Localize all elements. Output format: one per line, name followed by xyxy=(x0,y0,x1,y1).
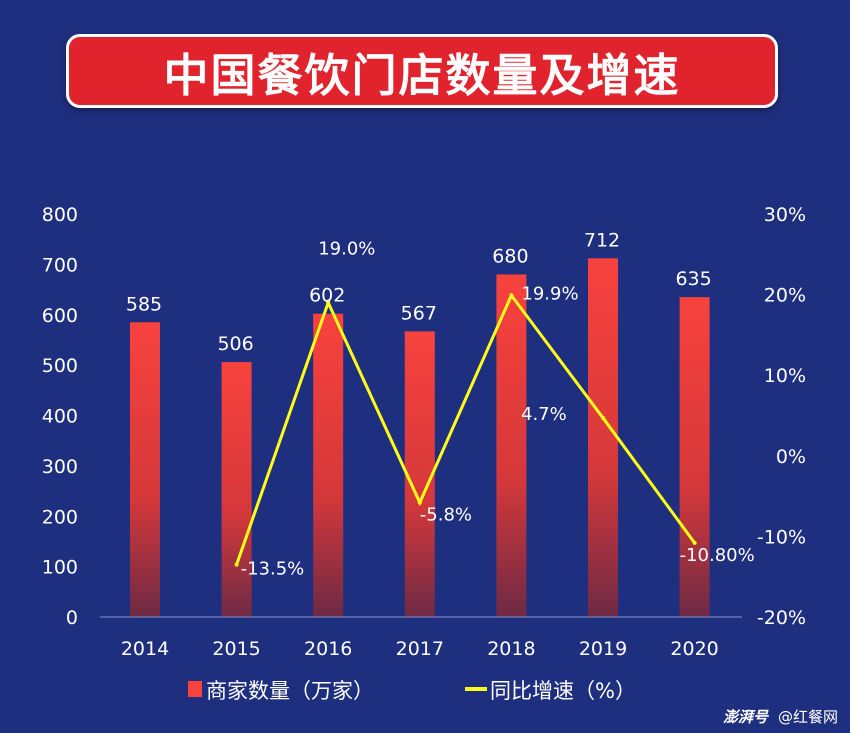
left-tick-label: 700 xyxy=(42,254,78,276)
x-tick-label: 2020 xyxy=(670,638,718,660)
growth-point-2019 xyxy=(601,415,605,420)
x-tick-label: 2017 xyxy=(396,638,444,660)
bar-value-label: 712 xyxy=(584,229,620,251)
legend-bar-label: 商家数量（万家） xyxy=(206,679,374,703)
line-value-labels: -13.5% 19.0% -5.8% 19.9% 4.7% -10.80% xyxy=(241,239,755,580)
growth-value-label: 4.7% xyxy=(521,404,567,425)
left-tick-label: 800 xyxy=(42,204,78,226)
right-tick-label: 10% xyxy=(764,365,806,387)
legend-bar-swatch xyxy=(188,681,202,697)
bar-value-label: 602 xyxy=(309,285,345,307)
bars-layer xyxy=(130,258,710,617)
title-banner: 中国餐饮门店数量及增速 xyxy=(66,34,778,108)
watermark-logo: 澎湃号 xyxy=(722,708,768,726)
growth-value-label: 19.0% xyxy=(318,239,375,260)
growth-point-2017 xyxy=(417,500,422,505)
growth-value-label: -5.8% xyxy=(420,505,472,526)
bar-2014 xyxy=(130,322,160,617)
left-tick-label: 300 xyxy=(42,456,78,478)
left-tick-label: 500 xyxy=(42,355,78,377)
growth-point-2018 xyxy=(509,293,514,298)
legend-line-swatch xyxy=(465,687,487,691)
x-axis: 2014 2015 2016 2017 2018 2019 2020 xyxy=(121,638,719,660)
bar-value-label: 506 xyxy=(217,333,253,355)
left-tick-label: 200 xyxy=(42,506,78,528)
bar-2018 xyxy=(496,274,527,617)
x-tick-label: 2019 xyxy=(579,638,627,660)
left-tick-label: 100 xyxy=(42,557,78,579)
growth-point-2020 xyxy=(692,540,697,545)
right-tick-label: 0% xyxy=(776,446,806,468)
growth-value-label: -13.5% xyxy=(241,559,305,580)
legend-line-label: 同比增速（%） xyxy=(490,679,636,703)
watermark-text: @红餐网 xyxy=(777,708,838,726)
left-axis: 0 100 200 300 400 500 600 700 800 xyxy=(42,204,78,629)
bar-value-label: 585 xyxy=(126,293,162,315)
growth-value-label: -10.80% xyxy=(680,545,755,566)
right-axis: -20% -10% 0% 10% 20% 30% xyxy=(757,204,806,629)
right-tick-label: 20% xyxy=(764,285,806,307)
x-tick-label: 2015 xyxy=(212,638,260,660)
legend: 商家数量（万家） 同比增速（%） xyxy=(188,679,636,703)
bar-2020 xyxy=(679,297,710,617)
bar-2019 xyxy=(588,258,618,617)
bar-2015 xyxy=(221,362,252,617)
growth-point-2016 xyxy=(326,300,331,305)
x-tick-label: 2018 xyxy=(487,638,535,660)
line-layer xyxy=(234,292,697,567)
bar-value-labels: 585 506 602 567 680 712 635 xyxy=(126,229,712,355)
growth-value-label: 19.9% xyxy=(521,283,578,304)
watermark: 澎湃号 @红餐网 xyxy=(723,706,838,727)
left-tick-label: 0 xyxy=(66,607,78,629)
bar-2017 xyxy=(404,331,435,617)
x-tick-label: 2016 xyxy=(304,638,352,660)
chart-title: 中国餐饮门店数量及增速 xyxy=(163,48,681,102)
x-tick-label: 2014 xyxy=(121,638,169,660)
right-tick-label: -20% xyxy=(757,607,806,629)
bar-value-label: 635 xyxy=(675,268,711,290)
left-tick-label: 600 xyxy=(42,305,78,327)
growth-line xyxy=(235,292,696,566)
growth-point-2015 xyxy=(234,562,239,567)
bar-value-label: 680 xyxy=(492,245,528,267)
bar-2016 xyxy=(313,313,344,617)
left-tick-label: 400 xyxy=(42,406,78,428)
right-tick-label: -10% xyxy=(757,526,806,548)
right-tick-label: 30% xyxy=(764,204,806,226)
bar-value-label: 567 xyxy=(401,302,437,324)
